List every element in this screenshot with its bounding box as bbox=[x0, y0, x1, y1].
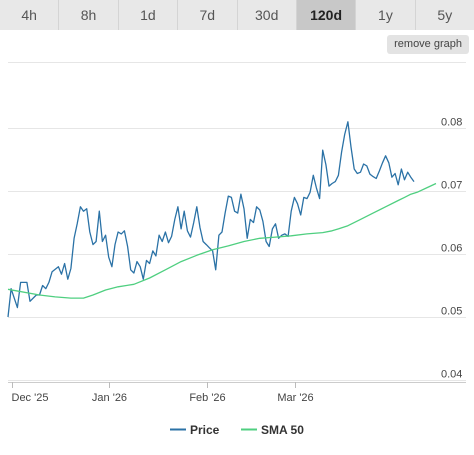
range-tab-1d[interactable]: 1d bbox=[118, 0, 179, 30]
y-tick-label: 0.07 bbox=[441, 180, 462, 192]
x-tick-label: Feb '26 bbox=[189, 392, 225, 404]
price-legend-label: Price bbox=[190, 423, 220, 437]
x-tick-label: Mar '26 bbox=[277, 392, 313, 404]
range-tab-8h[interactable]: 8h bbox=[59, 0, 119, 30]
range-tab-4h[interactable]: 4h bbox=[0, 0, 60, 30]
x-tick-label: Dec '25 bbox=[12, 392, 49, 404]
y-tick-label: 0.05 bbox=[441, 306, 462, 318]
range-tab-5y[interactable]: 5y bbox=[415, 0, 474, 30]
price-series-line bbox=[7, 121, 415, 318]
y-tick-label: 0.06 bbox=[441, 243, 462, 255]
sma-50-series-line bbox=[7, 182, 437, 299]
sma-50-legend-label: SMA 50 bbox=[261, 423, 304, 437]
range-tab-7d[interactable]: 7d bbox=[178, 0, 238, 30]
range-tab-120d[interactable]: 120d bbox=[296, 0, 357, 30]
range-tab-bar: 4h 8h 1d 7d 30d 120d 1y 5y bbox=[0, 0, 474, 30]
range-tab-30d[interactable]: 30d bbox=[237, 0, 297, 30]
y-tick-label: 0.08 bbox=[441, 117, 462, 129]
range-tab-1y[interactable]: 1y bbox=[356, 0, 416, 30]
y-tick-label: 0.04 bbox=[441, 369, 462, 381]
remove-graph-button[interactable]: remove graph bbox=[387, 35, 469, 54]
x-tick-label: Jan '26 bbox=[92, 392, 127, 404]
